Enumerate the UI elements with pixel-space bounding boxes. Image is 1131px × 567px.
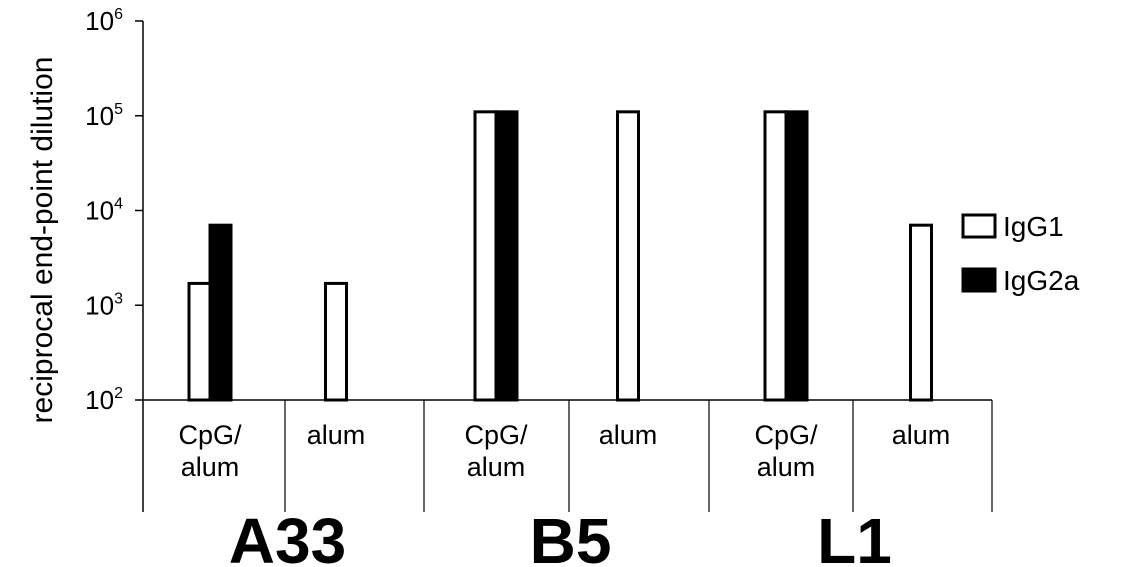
category-label: CpG/: [178, 420, 242, 450]
bar-igg2a: [494, 110, 519, 402]
bar-igg2a: [208, 223, 233, 402]
category-label: alum: [467, 452, 526, 482]
category-label: alum: [892, 420, 951, 450]
group-labels: A33 B5 L1: [229, 505, 892, 567]
y-tick-label: 104: [85, 196, 123, 226]
group-label: A33: [229, 505, 346, 567]
category-label: CpG/: [464, 420, 528, 450]
y-tick-label: 103: [85, 290, 123, 320]
legend-label: IgG1: [1003, 211, 1064, 242]
legend-swatch: [961, 267, 997, 293]
legend-label: IgG2a: [1003, 265, 1080, 296]
bar-igg1: [616, 110, 640, 402]
bar-igg1: [324, 281, 348, 402]
category-label: alum: [599, 420, 658, 450]
y-axis-label: reciprocal end-point dilution: [26, 57, 59, 424]
axes: 102 103 104 105 106: [85, 6, 993, 512]
bar-igg2a: [784, 110, 809, 402]
bar-igg1: [187, 281, 212, 402]
bar-igg1: [909, 223, 933, 402]
category-label: CpG/: [754, 420, 818, 450]
category-label: alum: [757, 452, 816, 482]
bar-igg1: [473, 110, 498, 402]
category-label: alum: [181, 452, 240, 482]
legend: IgG1 IgG2a: [961, 211, 1080, 296]
y-tick-label: 102: [85, 385, 123, 415]
legend-swatch: [961, 213, 997, 239]
bars: [187, 110, 933, 402]
y-tick-label: 105: [85, 101, 123, 131]
bar-igg1: [763, 110, 788, 402]
y-tick-label: 106: [85, 6, 123, 36]
group-label: B5: [530, 505, 612, 567]
category-label: alum: [307, 420, 366, 450]
group-label: L1: [817, 505, 892, 567]
